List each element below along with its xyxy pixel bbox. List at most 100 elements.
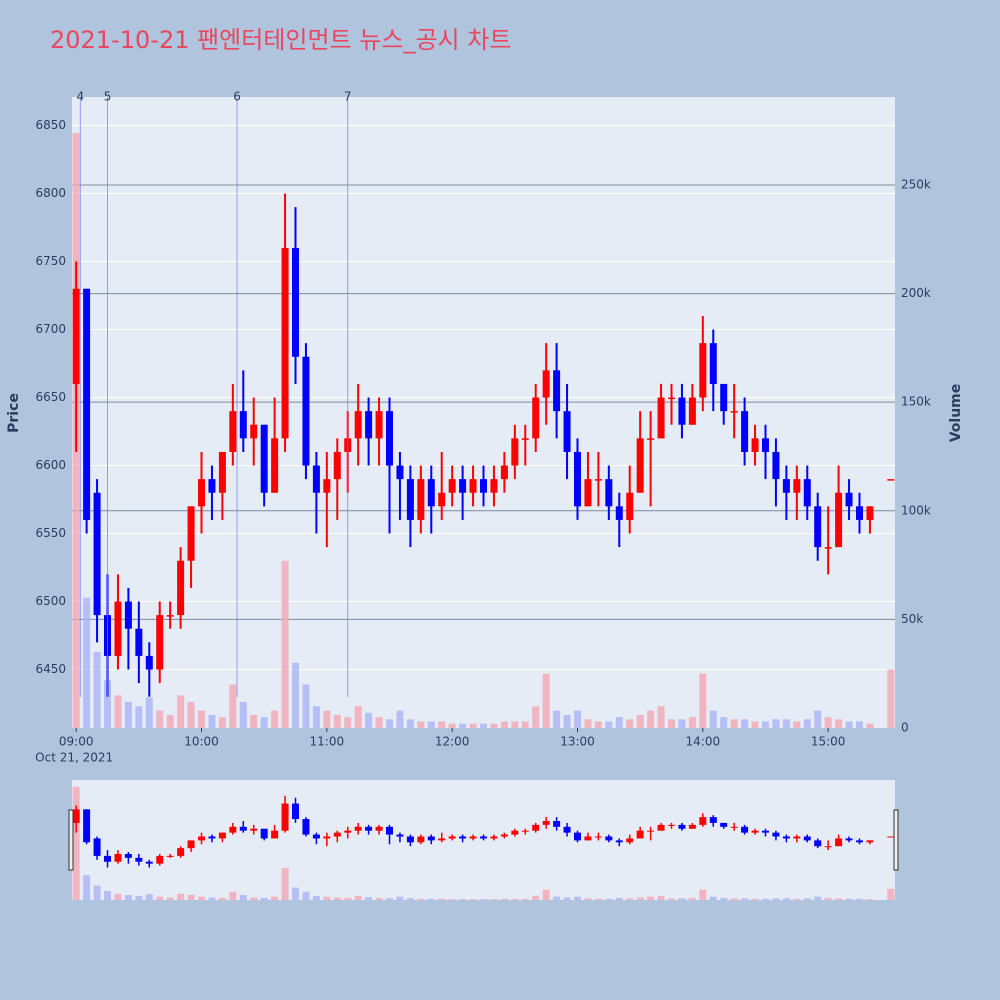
candle-body: [198, 479, 206, 507]
volume-bar: [344, 717, 352, 728]
x-tick-label: 13:00: [560, 735, 595, 749]
y-tick-label: 6800: [35, 186, 66, 200]
event-label: 4: [77, 90, 85, 104]
volume-bar: [699, 673, 707, 728]
slider-candle-body: [605, 836, 613, 841]
volume-bar: [835, 719, 843, 728]
volume-bar: [198, 710, 206, 728]
volume-bar: [459, 723, 467, 728]
slider-candle-body: [563, 826, 571, 833]
candle-body: [365, 411, 373, 439]
candle-body: [135, 628, 143, 656]
slider-candle-body: [814, 840, 822, 847]
slider-candle-body: [657, 824, 665, 831]
slider-candle-body: [438, 838, 446, 841]
slider-candle-body: [260, 828, 268, 839]
candle-body: [448, 479, 456, 493]
volume-bar: [229, 684, 237, 728]
volume-bar: [469, 723, 477, 728]
y2-axis-title: Volume: [948, 384, 964, 443]
slider-candle-body: [667, 824, 675, 826]
slider-candle-body: [887, 836, 895, 838]
volume-bar: [626, 719, 634, 728]
slider-candle-body: [626, 838, 634, 843]
candle-body: [271, 438, 279, 493]
candle-body: [260, 424, 268, 493]
volume-bar: [814, 710, 822, 728]
volume-bar: [573, 710, 581, 728]
volume-bar: [302, 684, 310, 728]
slider-volume-bar: [187, 895, 195, 900]
slider-candle-body: [218, 832, 226, 839]
candle-body: [803, 479, 811, 507]
slider-volume-bar: [312, 895, 320, 900]
candle-body: [584, 479, 592, 507]
slider-volume-bar: [250, 897, 258, 900]
slider-volume-bar: [438, 898, 446, 900]
volume-bar: [678, 719, 686, 728]
slider-handle-left[interactable]: [68, 809, 74, 871]
volume-bar: [427, 721, 435, 728]
slider-candle-body: [229, 826, 237, 833]
volume-bar: [657, 706, 665, 728]
candle-body: [563, 411, 571, 452]
slider-volume-bar: [365, 897, 373, 900]
volume-bar: [772, 719, 780, 728]
slider-volume-bar: [605, 898, 613, 900]
slider-volume-bar: [657, 895, 665, 900]
volume-bar: [218, 717, 226, 728]
slider-candle-body: [281, 803, 289, 831]
volume-bar: [803, 719, 811, 728]
candle-body: [814, 506, 822, 548]
slider-volume-bar: [406, 898, 414, 900]
slider-candle-body: [459, 836, 467, 839]
volume-bar: [354, 706, 362, 728]
candle-body: [594, 479, 602, 481]
slider-candle-body: [396, 834, 404, 837]
volume-bar: [114, 695, 122, 728]
candle-body: [177, 560, 185, 616]
y-tick-label: 6600: [35, 458, 66, 472]
volume-bar: [553, 710, 561, 728]
candle-body: [824, 547, 832, 549]
slider-candle-body: [720, 822, 728, 827]
volume-bar: [104, 680, 112, 728]
volume-bar: [365, 712, 373, 728]
y-tick-label: 6450: [35, 662, 66, 676]
slider-volume-bar: [323, 896, 331, 900]
event-label: 7: [344, 90, 352, 104]
slider-candle-body: [647, 830, 655, 832]
slider-volume-bar: [521, 898, 529, 900]
slider-handle-right[interactable]: [893, 809, 899, 871]
volume-bar: [647, 710, 655, 728]
slider-volume-bar: [772, 898, 780, 900]
slider-candle-body: [323, 836, 331, 839]
slider-candle-body: [709, 817, 717, 823]
slider-candle-body: [678, 824, 686, 829]
candle-body: [250, 424, 258, 439]
volume-bar: [187, 701, 195, 728]
slider-candle-body: [187, 840, 195, 849]
slider-candle-body: [72, 809, 80, 823]
candle-body: [438, 492, 446, 507]
slider-candle-body: [333, 832, 341, 837]
slider-volume-bar: [699, 889, 707, 900]
slider-candle-body: [521, 830, 529, 832]
slider-volume-bar: [198, 896, 206, 900]
candle-body: [573, 451, 581, 507]
candle-body: [218, 451, 226, 493]
slider-candle-body: [469, 836, 477, 839]
candle-body: [647, 438, 655, 440]
candle-body: [761, 438, 769, 452]
slider-volume-bar: [333, 897, 341, 900]
volume-bar: [855, 721, 863, 728]
volume-bar: [135, 706, 143, 728]
candle-body: [793, 479, 801, 493]
slider-volume-bar: [887, 888, 895, 900]
candle-body: [406, 479, 414, 520]
candle-body: [187, 506, 195, 561]
y2-tick-label: 0: [901, 721, 909, 735]
y-tick-label: 6650: [35, 390, 66, 404]
slider-candle-body: [699, 817, 707, 825]
